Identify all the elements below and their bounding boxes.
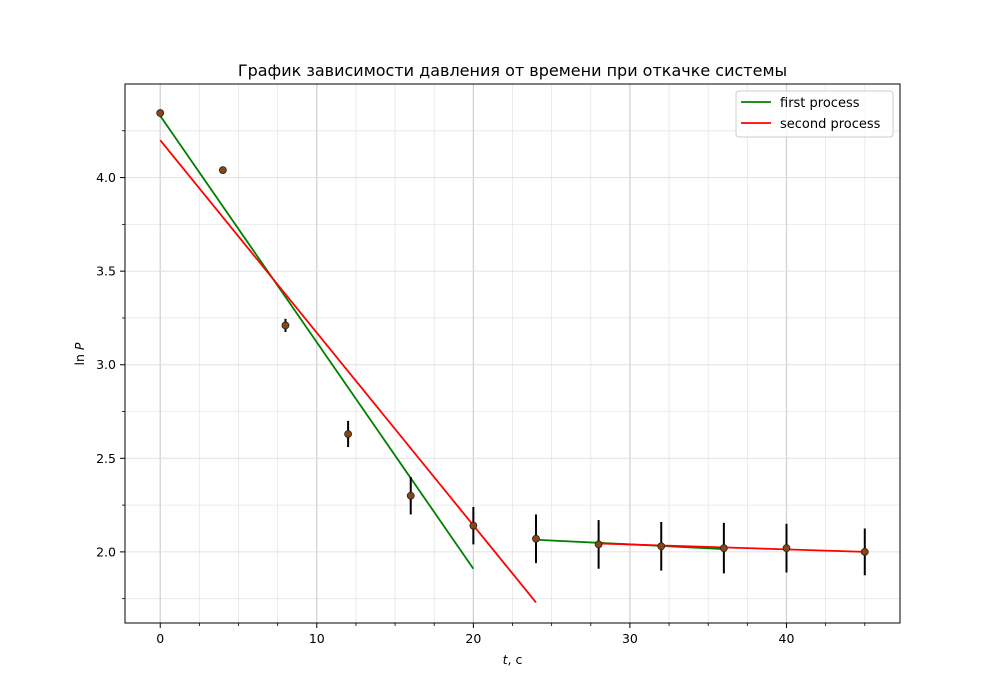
y-tick-label: 4.0 (96, 170, 116, 185)
x-tick-label: 30 (622, 631, 638, 646)
y-axis-ticks: 2.0 2.5 3.0 3.5 4.0 (96, 130, 125, 600)
y-tick-label: 2.5 (96, 451, 116, 466)
x-axis-ticks: 0 10 20 30 40 (156, 623, 866, 646)
x-axis-label-var: t (503, 652, 509, 667)
y-tick-label: 2.0 (96, 544, 116, 559)
data-point (782, 544, 791, 553)
data-point (532, 534, 540, 543)
data-point (657, 542, 666, 551)
grid (125, 84, 900, 623)
legend-label-second: second process (780, 117, 881, 132)
y-tick-label: 3.5 (96, 264, 116, 279)
x-tick-label: 20 (465, 631, 481, 646)
y-tick-label: 3.0 (96, 357, 116, 372)
data-point (281, 321, 290, 330)
x-tick-label: 0 (156, 631, 164, 646)
data-point (469, 521, 478, 530)
second-process-line (159, 139, 537, 603)
data-point (156, 109, 165, 117)
x-axis-label-unit: , с (508, 652, 523, 667)
data-points (156, 109, 869, 556)
x-axis-label: t, с (503, 652, 523, 667)
x-tick-label: 40 (779, 631, 795, 646)
y-axis-label-prefix: ln (72, 350, 87, 365)
second-process-line (598, 542, 865, 553)
data-point (344, 430, 353, 438)
data-point (860, 547, 869, 556)
data-point (218, 166, 227, 174)
legend: first process second process (735, 90, 894, 138)
first-process-line (159, 115, 475, 570)
data-point (406, 491, 415, 500)
legend-box (735, 90, 894, 138)
y-axis-label: ln P (72, 342, 87, 365)
legend-label-first: first process (780, 96, 860, 111)
data-point (719, 544, 728, 553)
chart-title: График зависимости давления от времени п… (238, 61, 787, 80)
y-axis-label-var: P (72, 342, 87, 350)
x-tick-label: 10 (309, 631, 325, 646)
data-point (594, 540, 603, 549)
